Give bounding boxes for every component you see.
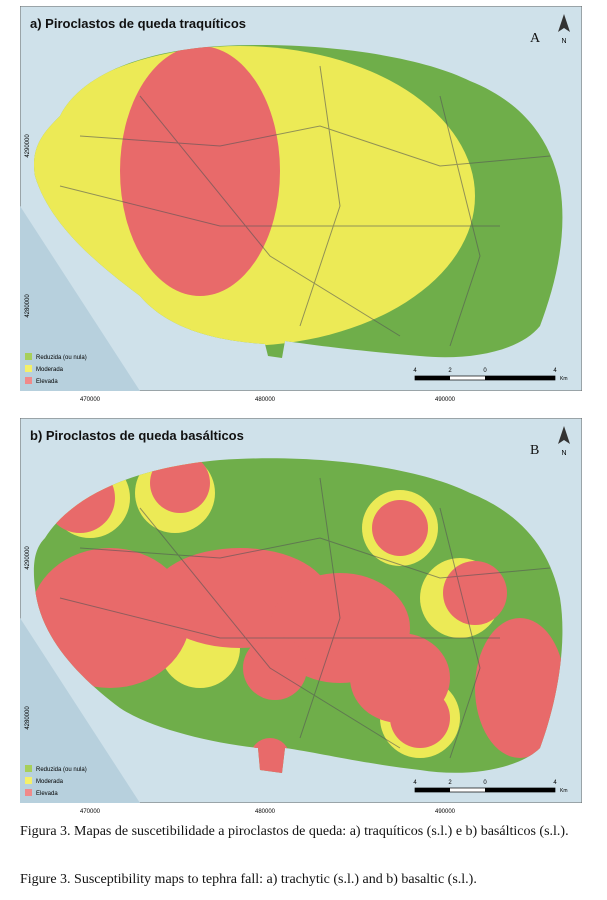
legend-label: Elevada (36, 791, 58, 797)
panel-letter: A (530, 31, 541, 46)
legend-swatch (25, 365, 32, 372)
legend-label: Moderada (36, 779, 64, 785)
scale-bar (415, 376, 450, 380)
x-coord-label: 490000 (435, 809, 456, 815)
north-label: N (561, 450, 566, 457)
scale-label: 4 (413, 780, 417, 786)
y-coord-label: 4280000 (25, 706, 31, 730)
x-coord-label: 480000 (255, 397, 276, 403)
y-coord-label: 4280000 (25, 294, 31, 318)
x-coord-label: 480000 (255, 809, 276, 815)
scale-label: 0 (483, 368, 487, 374)
scale-label: 4 (413, 368, 417, 374)
scale-label: 2 (448, 368, 452, 374)
scale-label: 2 (448, 780, 452, 786)
legend-swatch (25, 353, 32, 360)
legend-swatch (25, 777, 32, 784)
scale-bar (485, 788, 555, 792)
legend-swatch (25, 765, 32, 772)
legend-label: Reduzida (ou nula) (36, 767, 87, 773)
scale-unit: Km (560, 788, 568, 794)
x-coord-label: 490000 (435, 397, 456, 403)
panel-letter: B (530, 443, 539, 458)
sea-band (20, 618, 140, 803)
scale-label: 4 (553, 780, 557, 786)
legend-label: Reduzida (ou nula) (36, 355, 87, 361)
y-coord-label: 4290000 (25, 134, 31, 158)
scale-label: 4 (553, 368, 557, 374)
island (33, 458, 563, 774)
panel-title: a) Piroclastos de queda traquíticos (30, 16, 246, 31)
x-coord-label: 470000 (80, 397, 101, 403)
x-coord-label: 470000 (80, 809, 101, 815)
legend-label: Elevada (36, 379, 58, 385)
caption: Figure 3. Susceptibility maps to tephra … (20, 872, 477, 887)
map-panel: a) Piroclastos de queda traquíticos A N 429… (20, 6, 582, 408)
legend-label: Moderada (36, 367, 64, 373)
y-coord-label: 4290000 (25, 546, 31, 570)
north-arrow (558, 426, 570, 444)
panel-title: b) Piroclastos de queda basálticos (30, 428, 244, 443)
scale-bar (485, 376, 555, 380)
north-arrow (558, 14, 570, 32)
sea-band (20, 206, 140, 391)
legend-swatch (25, 377, 32, 384)
scale-bar (415, 788, 450, 792)
north-label: N (561, 38, 566, 45)
scale-unit: Km (560, 376, 568, 382)
scale-label: 0 (483, 780, 487, 786)
legend-swatch (25, 789, 32, 796)
map-panel: b) Piroclastos de queda basálticos B N 4290… (20, 418, 582, 820)
caption: Figura 3. Mapas de suscetibilidade a pir… (20, 824, 569, 839)
